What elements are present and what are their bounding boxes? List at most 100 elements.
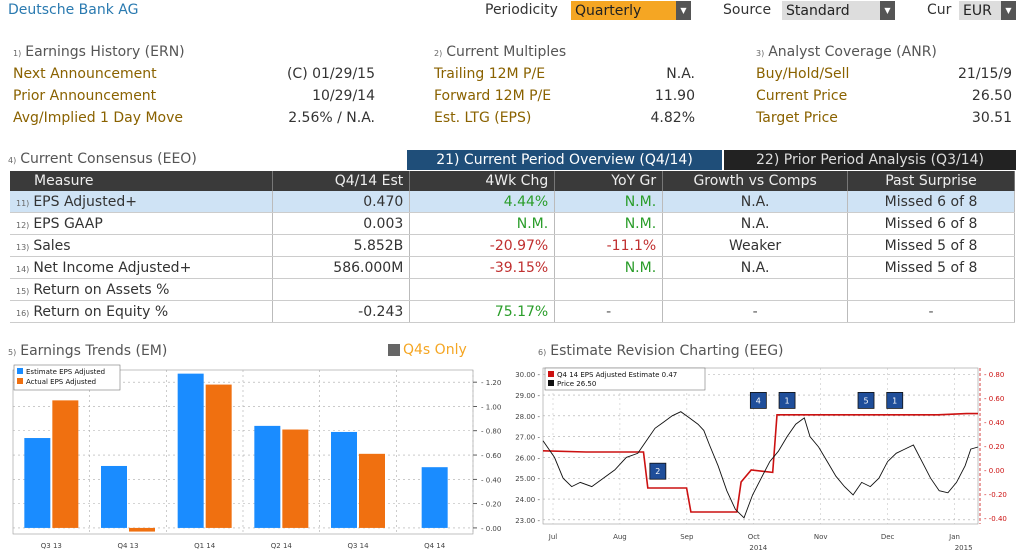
y-tick-label: - 0.20 [481,501,501,509]
list-item: Prior Announcement 10/29/14 [13,88,375,104]
source-select[interactable]: Standard ▼ [782,1,895,20]
actual-bar [282,429,309,528]
marker-box [857,391,875,409]
past-surprise-cell[interactable]: Missed 5 of 8 [847,256,1015,279]
past-surprise-cell[interactable] [847,278,1015,301]
yoy-growth-cell: N.M. [554,191,664,213]
list-item: Current Price 26.50 [756,88,1012,104]
table-row[interactable]: 15) Return on Assets % [10,278,1015,301]
q4s-only-toggle[interactable]: Q4s Only [388,342,467,358]
list-item: Avg/Implied 1 Day Move 2.56% / N.A. [13,110,375,126]
estimate-bar [421,467,448,528]
estimate-line [542,412,978,513]
price-line [542,411,979,519]
legend-swatch [17,368,23,374]
left-tick-label: 29.00 - [515,392,540,400]
revision-marker: 4 [749,391,767,409]
legend-label: Price 26.50 [557,380,596,388]
earnings-history-title[interactable]: 1) Earnings History (ERN) [13,44,185,60]
table-row[interactable]: 13) Sales 5.852B -20.97% -11.1% Weaker Mi… [10,234,1015,257]
x-sublabel: 2015 [955,544,973,552]
earnings-trends-title[interactable]: 5) Earnings Trends (EM) [8,343,168,359]
x-tick-label: Q3 13 [41,542,62,550]
current-multiples-title[interactable]: 2) Current Multiples [434,44,567,60]
consensus-tabs: 21) Current Period Overview (Q4/14) 22) … [407,150,1016,170]
marker-box [886,391,904,409]
consensus-table: Measure Q4/14 Est 4Wk Chg YoY Gr Growth … [10,171,1015,323]
estimate-bar [331,431,357,528]
periodicity-label: Periodicity [485,2,558,18]
earnings-trends-chart: - 0.00 - 0.20 - 0.40 - 0.60 - 0.80 - 1.00 - 1.… [12,364,501,550]
x-tick-label: Oct [748,533,760,541]
plot-area [12,369,474,535]
analyst-coverage-title[interactable]: 3) Analyst Coverage (ANR) [756,44,937,60]
x-tick-label: Q4 14 [424,542,446,550]
left-tick-label: 30.00 - [515,371,540,379]
table-row[interactable]: 12) EPS GAAP 0.003 N.M. N.M. N.A. Missed … [10,212,1015,235]
earnings-history-rows: Next Announcement (C) 01/29/15 Prior Ann… [13,66,375,132]
measure-cell: 14) Net Income Adjusted+ [10,256,274,279]
plot-area [542,367,979,525]
left-tick-label: 26.00 - [515,454,540,462]
marker-box [749,391,767,409]
estimate-cell: 0.470 [272,191,411,213]
past-surprise-cell[interactable]: - [847,300,1015,323]
x-tick-label: Jul [548,533,558,541]
legend-swatch [17,378,23,384]
column-header[interactable]: Past Surprise [847,171,1015,191]
past-surprise-cell[interactable]: Missed 6 of 8 [847,212,1015,235]
x-tick-label: Q2 14 [271,542,293,550]
legend-label: Actual EPS Adjusted [26,378,96,386]
list-item: Forward 12M P/E 11.90 [434,88,695,104]
source-label: Source [723,2,772,18]
currency-select[interactable]: EUR ▼ [959,1,1016,20]
list-item: Target Price 30.51 [756,110,1012,126]
legend-swatch [548,380,554,386]
past-surprise-cell[interactable]: Missed 5 of 8 [847,234,1015,257]
measure-cell: 12) EPS GAAP [10,212,274,235]
revision-marker: 5 [857,391,875,409]
chevron-down-icon: ▼ [676,1,691,20]
actual-bar [129,527,155,532]
source-value: Standard [786,2,850,19]
revision-marker: 2 [649,462,667,480]
column-header[interactable]: Q4/14 Est [272,171,411,191]
right-tick-label: - 0.00 [984,467,1004,475]
x-tick-label: Nov [814,533,828,541]
y-tick-label: - 0.40 [481,476,501,484]
legend-swatch [548,371,554,377]
left-tick-label: 28.00 - [515,413,540,421]
past-surprise-cell[interactable]: Missed 6 of 8 [847,191,1015,213]
four-week-change-cell: N.M. [409,212,556,235]
column-header[interactable]: 4Wk Chg [409,171,556,191]
growth-vs-comps-cell: N.A. [662,256,849,279]
left-tick-label: 23.00 - [515,517,540,525]
tab-prior-period[interactable]: 22) Prior Period Analysis (Q3/14) [724,150,1016,170]
column-header[interactable]: YoY Gr [554,171,664,191]
estimate-bar [177,373,204,528]
four-week-change-cell: -39.15% [409,256,556,279]
estimate-bar [24,438,51,528]
legend-label: Q4 14 EPS Adjusted Estimate 0.47 [557,371,677,379]
table-row[interactable]: 16) Return on Equity % -0.243 75.17% - - … [10,300,1015,323]
periodicity-select[interactable]: Quarterly ▼ [571,1,691,20]
estimate-bar [101,465,127,528]
marker-label: 5 [863,396,868,405]
column-header[interactable]: Measure [10,171,274,191]
estimate-revision-title[interactable]: 6) Estimate Revision Charting (EEG) [538,343,784,359]
left-tick-label: 25.00 - [515,475,540,483]
table-row[interactable]: 14) Net Income Adjusted+ 586.000M -39.15%… [10,256,1015,279]
right-tick-label: - 0.40 [984,419,1004,427]
marker-box [778,391,796,409]
table-row[interactable]: 11) EPS Adjusted+ 0.470 4.44% N.M. N.A. M… [10,191,1015,213]
x-tick-label: Q4 13 [117,542,138,550]
consensus-title[interactable]: 4) Current Consensus (EEO) [8,151,197,167]
column-header[interactable]: Growth vs Comps [662,171,849,191]
measure-cell: 11) EPS Adjusted+ [10,191,274,213]
tab-current-period[interactable]: 21) Current Period Overview (Q4/14) [407,150,722,170]
list-item: Buy/Hold/Sell 21/15/9 [756,66,1012,82]
yoy-growth-cell: N.M. [554,212,664,235]
chevron-down-icon: ▼ [880,1,895,20]
current-multiples-rows: Trailing 12M P/E N.A. Forward 12M P/E 11… [434,66,695,132]
x-tick-label: Sep [680,533,694,541]
